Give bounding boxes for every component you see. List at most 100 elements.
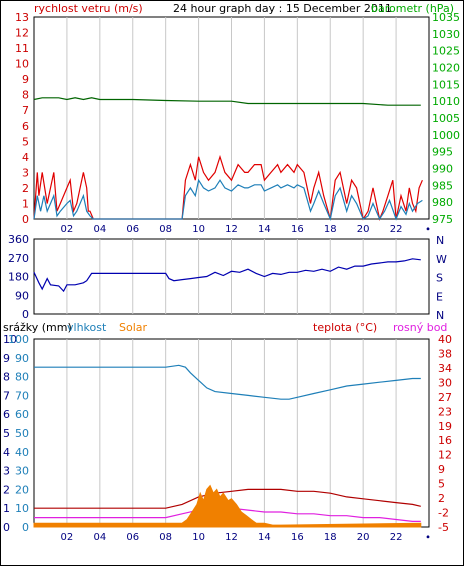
wind-y-tick: 0 — [22, 213, 29, 226]
pressure-y-tick: 1025 — [432, 45, 460, 58]
wind-panel-x-tick: 14 — [258, 224, 271, 235]
temperature-y-tick: 30 — [438, 376, 452, 389]
humidity-y-tick: 10 — [15, 502, 29, 515]
humidity-y-tick: 100 — [8, 333, 29, 346]
wind-y-tick: 1 — [22, 197, 29, 210]
compass-label: E — [436, 290, 443, 303]
dew-point-label: rosný bod — [393, 321, 447, 334]
wind-y-tick: 7 — [22, 104, 29, 117]
series-rosný-bod — [34, 507, 421, 522]
humidity-y-tick: 80 — [15, 371, 29, 384]
wind-y-tick: 9 — [22, 73, 29, 86]
wind-y-tick: 4 — [22, 151, 29, 164]
wind-panel-x-tick: 06 — [126, 224, 139, 235]
humidity-y-tick: 0 — [22, 521, 29, 534]
temperature-y-tick: 12 — [438, 449, 452, 462]
pressure-y-tick: 1030 — [432, 28, 460, 41]
climate-panel-x-tick: 22 — [390, 532, 403, 543]
pressure-y-tick: 980 — [432, 196, 453, 209]
humidity-y-tick: 70 — [15, 389, 29, 402]
wind-y-tick: 11 — [15, 42, 29, 55]
series-wind-direction — [33, 258, 421, 293]
wind-panel-x-tick: 10 — [192, 224, 205, 235]
wind-panel-x-tick-end: ∙ — [425, 224, 431, 235]
humidity-y-tick: 60 — [15, 408, 29, 421]
climate-panel-x-tick: 14 — [258, 532, 271, 543]
wind-panel-x-tick: 16 — [291, 224, 304, 235]
wind-panel-x-tick: 02 — [61, 224, 74, 235]
rain-y-tick: 5 — [3, 427, 10, 440]
climate-panel-x-tick: 18 — [324, 532, 337, 543]
temperature-y-tick: 38 — [438, 347, 452, 360]
pressure-y-tick: 1020 — [432, 62, 460, 75]
temperature-y-tick: 16 — [438, 434, 452, 447]
climate-panel-x-tick: 10 — [192, 532, 205, 543]
wind-panel-x-tick: 04 — [93, 224, 106, 235]
climate-panel-x-tick: 20 — [357, 532, 370, 543]
pressure-y-tick: 990 — [432, 163, 453, 176]
pressure-y-tick: 1015 — [432, 78, 460, 91]
rain-y-tick: 7 — [3, 389, 10, 402]
wind-y-tick: 10 — [15, 58, 29, 71]
direction-y-tick: 360 — [8, 233, 29, 246]
temperature-y-tick: 19 — [438, 420, 452, 433]
climate-panel-x-tick: 16 — [291, 532, 304, 543]
temperature-y-tick: 23 — [438, 405, 452, 418]
wind-panel-x-tick: 18 — [324, 224, 337, 235]
compass-label: N — [436, 234, 444, 247]
series-vlhkost — [34, 364, 421, 400]
wind-panel-x-tick: 08 — [159, 224, 172, 235]
wind-y-tick: 2 — [22, 182, 29, 195]
climate-panel-x-tick: 02 — [61, 532, 74, 543]
wind-y-tick: 13 — [15, 11, 29, 24]
wind-axis-label: rychlost vetru (m/s) — [34, 2, 143, 15]
rain-y-tick: 6 — [3, 408, 10, 421]
series-teplota — [34, 488, 421, 509]
rain-y-tick: 4 — [3, 446, 10, 459]
temperature-y-tick: 2 — [438, 492, 445, 505]
direction-y-tick: 0 — [22, 308, 29, 321]
humidity-label: vlhkost — [67, 321, 107, 334]
pressure-y-tick: 1005 — [432, 112, 460, 125]
wind-y-tick: 6 — [22, 120, 29, 133]
temperature-y-tick: -5 — [438, 521, 449, 534]
climate-panel-x-tick-end: ∙ — [425, 532, 431, 543]
wind-y-tick: 3 — [22, 166, 29, 179]
series-solar — [33, 484, 422, 528]
rain-y-tick: 3 — [3, 465, 10, 478]
temperature-y-tick: 40 — [438, 333, 452, 346]
humidity-y-tick: 20 — [15, 483, 29, 496]
climate-panel-x-tick: 04 — [93, 532, 106, 543]
temperature-y-tick: 27 — [438, 391, 452, 404]
temperature-y-tick: 5 — [438, 478, 445, 491]
temperature-y-tick: -2 — [438, 507, 449, 520]
climate-panel-x-tick: 06 — [126, 532, 139, 543]
solar-label: Solar — [119, 321, 148, 334]
compass-label: N — [436, 309, 444, 322]
humidity-y-tick: 90 — [15, 352, 29, 365]
wind-panel-x-tick: 20 — [357, 224, 370, 235]
wind-y-tick: 12 — [15, 27, 29, 40]
series-barometr — [33, 97, 421, 106]
compass-label: W — [436, 253, 447, 266]
humidity-y-tick: 40 — [15, 446, 29, 459]
pressure-y-tick: 1000 — [432, 129, 460, 142]
series-wind-speed — [33, 178, 423, 221]
compass-label: S — [436, 272, 443, 285]
rain-label: srážky (mm) — [3, 321, 72, 334]
rain-y-tick: 9 — [3, 352, 10, 365]
pressure-axis-label: barometr (hPa) — [371, 2, 454, 15]
pressure-y-tick: 985 — [432, 179, 453, 192]
direction-y-tick: 270 — [8, 252, 29, 265]
rain-y-tick: 1 — [3, 502, 10, 515]
pressure-y-tick: 975 — [432, 213, 453, 226]
chart-title: 24 hour graph day : 15 December 2011 — [173, 2, 392, 15]
pressure-y-tick: 1010 — [432, 95, 460, 108]
temperature-y-tick: 9 — [438, 463, 445, 476]
series-wind-gust — [33, 154, 423, 221]
wind-y-tick: 5 — [22, 135, 29, 148]
humidity-y-tick: 30 — [15, 465, 29, 478]
pressure-y-tick: 1035 — [432, 11, 460, 24]
